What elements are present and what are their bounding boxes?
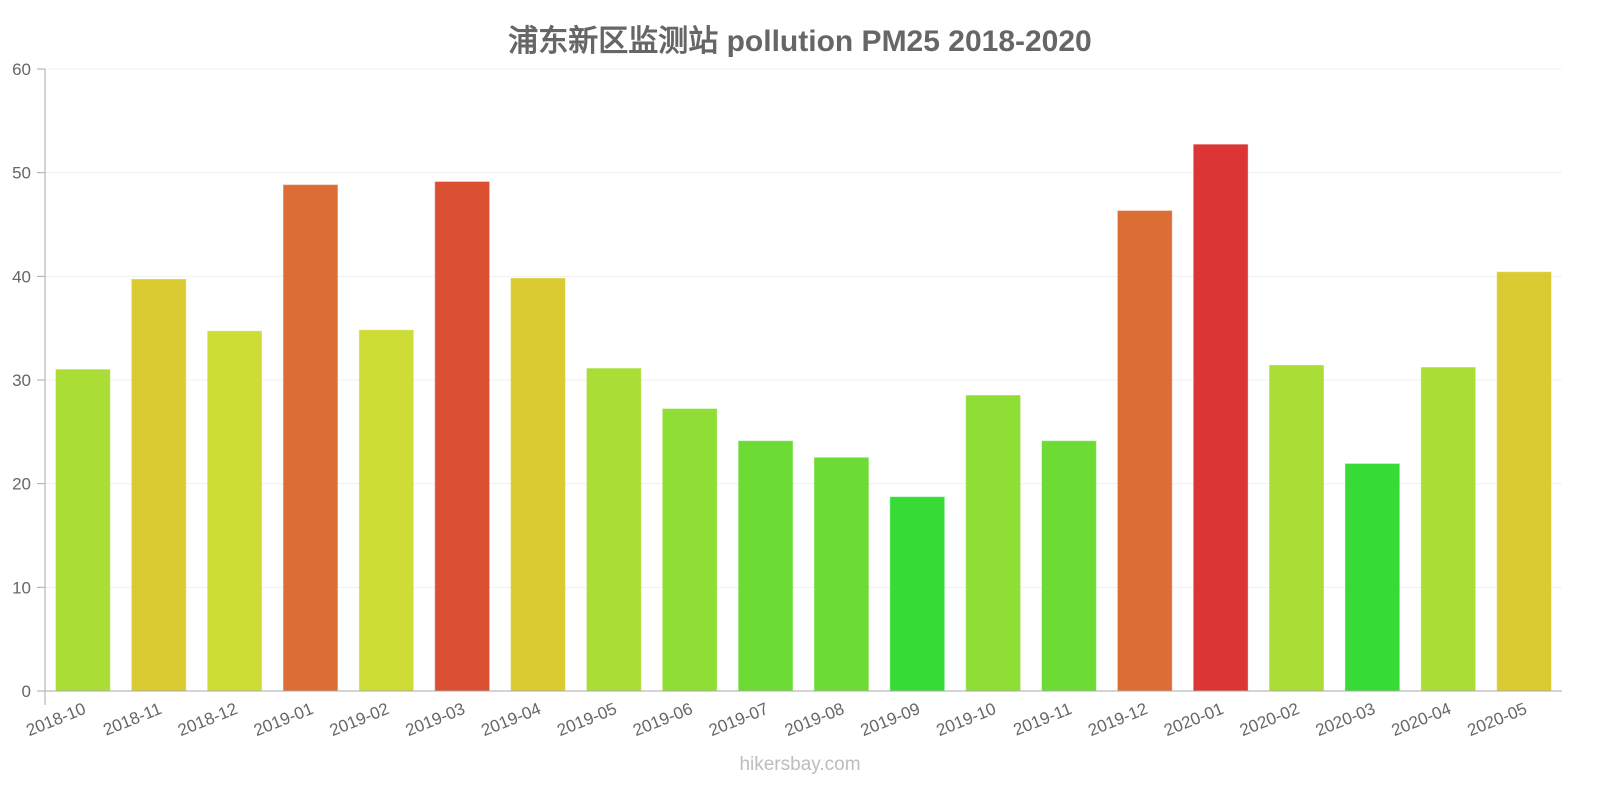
bar-2019-07: 2019-07: 24.1 bbox=[738, 440, 794, 692]
axes bbox=[37, 69, 1562, 705]
bar-2019-10: 2019-10: 28.5 bbox=[965, 395, 1021, 692]
x-tick-label: 2019-10 bbox=[934, 699, 999, 740]
x-tick-label: 2018-12 bbox=[175, 699, 240, 740]
source-watermark: hikersbay.com bbox=[739, 754, 861, 775]
y-tick-label: 40 bbox=[12, 267, 31, 286]
bar-2019-11: 2019-11: 24.1 bbox=[1041, 440, 1097, 692]
bar-2018-10: 2018-10: 31 bbox=[55, 369, 111, 692]
bar-2019-04: 2019-04: 39.8 bbox=[510, 277, 566, 692]
bar-2019-05: 2019-05: 31.1 bbox=[586, 368, 642, 692]
y-tick-label: 20 bbox=[12, 475, 31, 494]
x-tick-label: 2018-10 bbox=[23, 699, 88, 740]
x-tick-label: 2019-03 bbox=[403, 699, 468, 740]
y-axis-ticks: 0 10 20 30 40 50 60 bbox=[12, 60, 45, 701]
bar-2019-08: 2019-08: 22.5 bbox=[813, 457, 869, 692]
bar-2020-01: 2020-01: 52.7 bbox=[1193, 144, 1249, 692]
bar-2020-03: 2020-03: 21.9 bbox=[1344, 463, 1400, 692]
x-tick-label: 2020-01 bbox=[1161, 699, 1226, 740]
x-tick-label: 2020-02 bbox=[1237, 699, 1302, 740]
x-tick-label: 2019-08 bbox=[782, 699, 847, 740]
x-tick-label: 2019-11 bbox=[1011, 699, 1075, 740]
x-tick-label: 2020-03 bbox=[1313, 699, 1378, 740]
bar-2019-06: 2019-06: 27.2 bbox=[662, 408, 718, 692]
bars: 2018-10: 31 2018-11: 39.7 2018-12: 34.7 201… bbox=[55, 144, 1552, 692]
bar-2018-12: 2018-12: 34.7 bbox=[207, 330, 263, 692]
gridlines bbox=[45, 68, 1562, 588]
x-tick-label: 2019-07 bbox=[706, 699, 771, 740]
x-tick-label: 2019-02 bbox=[327, 699, 392, 740]
x-axis-ticks: 2018-10 2018-11 2018-12 2019-01 2019-02 2019-… bbox=[23, 699, 1529, 740]
bar-2019-01: 2019-01: 48.8 bbox=[283, 184, 338, 692]
y-tick-label: 30 bbox=[12, 371, 31, 390]
y-tick-label: 10 bbox=[12, 578, 31, 597]
y-tick-label: 50 bbox=[12, 164, 31, 183]
bar-2018-11: 2018-11: 39.7 bbox=[131, 278, 187, 692]
x-tick-label: 2018-11 bbox=[100, 699, 164, 740]
x-tick-label: 2019-12 bbox=[1085, 699, 1150, 740]
bar-2020-05: 2020-05: 40.4 bbox=[1496, 271, 1552, 692]
chart-title: 浦东新区监测站 pollution PM25 2018-2020 bbox=[508, 25, 1092, 58]
bar-2020-02: 2020-02: 31.4 bbox=[1269, 364, 1324, 692]
x-tick-label: 2019-04 bbox=[479, 699, 544, 740]
x-tick-label: 2020-05 bbox=[1465, 699, 1530, 740]
x-tick-label: 2019-05 bbox=[554, 699, 619, 740]
x-tick-label: 2019-01 bbox=[251, 699, 316, 740]
bar-2020-04: 2020-04: 31.2 bbox=[1420, 367, 1476, 692]
y-tick-label: 60 bbox=[12, 60, 31, 79]
x-tick-label: 2020-04 bbox=[1389, 699, 1454, 740]
bar-2019-09: 2019-09: 18.7 bbox=[889, 496, 945, 692]
x-tick-label: 2019-09 bbox=[858, 699, 923, 740]
bar-2019-12: 2019-12: 46.3 bbox=[1117, 210, 1173, 692]
bar-2019-02: 2019-02: 34.8 bbox=[358, 329, 414, 692]
y-tick-label: 0 bbox=[22, 682, 31, 701]
bar-2019-03: 2019-03: 49.1 bbox=[434, 181, 490, 692]
x-tick-label: 2019-06 bbox=[630, 699, 695, 740]
